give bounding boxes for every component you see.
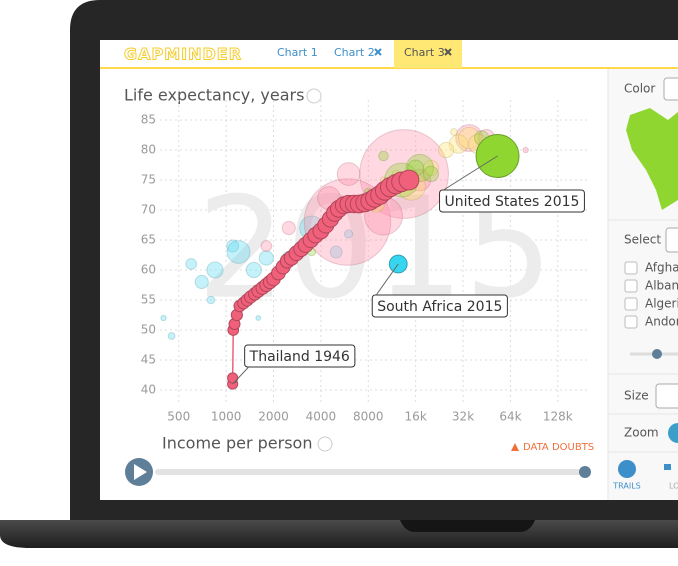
- lock-icon[interactable]: [664, 464, 671, 470]
- x-tick-label: 4000: [306, 410, 337, 424]
- background-bubble[interactable]: [448, 134, 469, 154]
- background-bubble[interactable]: [336, 162, 361, 186]
- bubble[interactable]: [398, 169, 420, 191]
- background-bubble[interactable]: [167, 332, 176, 340]
- y-tick-label: 50: [141, 323, 156, 337]
- country-label[interactable]: Thailand 1946: [232, 344, 356, 385]
- background-bubble[interactable]: [226, 239, 240, 253]
- background-bubble[interactable]: [258, 250, 274, 266]
- zoom-label: Zoom: [624, 426, 659, 440]
- country-name[interactable]: Algeria: [645, 297, 678, 311]
- background-bubble[interactable]: [260, 240, 273, 252]
- tab-close[interactable]: [374, 48, 382, 56]
- background-bubble[interactable]: [343, 229, 354, 239]
- play-icon: [134, 464, 147, 480]
- label-text: Thailand 1946: [249, 349, 350, 365]
- country-label[interactable]: South Africa 2015: [371, 263, 508, 318]
- y-tick-label: 75: [141, 173, 156, 187]
- checkbox[interactable]: [624, 279, 638, 293]
- x-tick-label: 500: [167, 410, 190, 424]
- opacity-handle[interactable]: [652, 349, 662, 359]
- size-select[interactable]: [655, 383, 678, 409]
- background-bubble[interactable]: [281, 220, 296, 236]
- laptop-base: [0, 520, 678, 548]
- background-bubble[interactable]: [378, 150, 389, 162]
- background-bubble[interactable]: [206, 261, 224, 279]
- size-label: Size: [624, 389, 649, 403]
- y-tick-label: 85: [141, 113, 156, 127]
- trails-button[interactable]: TRAILS: [612, 482, 641, 491]
- tab[interactable]: Chart 1: [277, 46, 318, 59]
- x-axis-label: Income per person: [162, 434, 312, 453]
- x-tick-label: 16k: [405, 410, 427, 424]
- y-tick-label: 60: [141, 263, 156, 277]
- region-map[interactable]: [626, 108, 678, 210]
- background-bubble[interactable]: [194, 274, 209, 290]
- background-bubble[interactable]: [455, 124, 484, 152]
- y-tick-label: 45: [141, 353, 156, 367]
- x-tick-label: 128k: [543, 410, 573, 424]
- background-bubble[interactable]: [206, 295, 216, 305]
- background-bubble[interactable]: [422, 165, 440, 183]
- logo[interactable]: GAPMINDER: [124, 44, 242, 64]
- trails-icon[interactable]: [618, 460, 636, 478]
- country-name[interactable]: Afghan: [645, 261, 678, 275]
- checkbox[interactable]: [624, 297, 638, 311]
- label-box: [439, 189, 585, 213]
- label-text: South Africa 2015: [377, 299, 502, 315]
- x-tick-label: 1000: [211, 410, 242, 424]
- header: [100, 40, 678, 68]
- help-icon[interactable]: [317, 436, 333, 452]
- y-tick-label: 55: [141, 293, 156, 307]
- help-icon[interactable]: [306, 88, 322, 104]
- y-axis-label: Life expectancy, years: [124, 86, 304, 105]
- tab-close[interactable]: [444, 48, 452, 56]
- background-bubble[interactable]: [522, 146, 529, 154]
- label-box: [244, 344, 356, 368]
- background-bubble[interactable]: [185, 258, 198, 270]
- y-tick-label: 80: [141, 143, 156, 157]
- select-label: Select: [624, 233, 661, 247]
- slider-handle[interactable]: [579, 466, 591, 478]
- x-tick-label: 8000: [353, 410, 384, 424]
- lock-button[interactable]: LOCK: [669, 482, 678, 491]
- zoom-button[interactable]: [668, 423, 678, 443]
- bubble[interactable]: [227, 372, 239, 384]
- search-input[interactable]: [665, 227, 678, 253]
- y-tick-label: 65: [141, 233, 156, 247]
- background-bubble[interactable]: [226, 240, 251, 264]
- background-bubble[interactable]: [450, 128, 458, 136]
- label-leader: [443, 155, 498, 191]
- x-tick-label: 32k: [452, 410, 474, 424]
- y-tick-label: 70: [141, 203, 156, 217]
- data-doubts[interactable]: DATA DOUBTS: [523, 442, 594, 453]
- x-tick-label: 2000: [258, 410, 289, 424]
- warning-icon: [511, 443, 519, 451]
- tab[interactable]: Chart 3: [404, 46, 445, 59]
- background-bubble[interactable]: [255, 315, 262, 321]
- laptop-notch: [400, 520, 535, 532]
- country-label[interactable]: United States 2015: [439, 155, 585, 213]
- label-text: United States 2015: [445, 194, 580, 210]
- color-select[interactable]: [663, 77, 678, 101]
- checkbox[interactable]: [624, 315, 638, 329]
- y-tick-label: 40: [141, 383, 156, 397]
- x-tick-label: 64k: [499, 410, 521, 424]
- country-name[interactable]: Andorra: [645, 315, 678, 329]
- background-bubble[interactable]: [438, 141, 455, 159]
- background-bubble[interactable]: [422, 159, 440, 177]
- label-leader: [375, 263, 399, 296]
- label-box: [371, 294, 508, 318]
- country-name[interactable]: Albani: [645, 279, 678, 293]
- color-label: Color: [624, 82, 655, 96]
- background-bubble[interactable]: [457, 126, 481, 150]
- background-bubble[interactable]: [245, 261, 262, 279]
- checkbox[interactable]: [624, 261, 638, 275]
- background-bubble[interactable]: [329, 245, 343, 259]
- label-leader: [232, 366, 250, 385]
- background-bubble[interactable]: [160, 314, 167, 322]
- tab[interactable]: Chart 2: [334, 46, 375, 59]
